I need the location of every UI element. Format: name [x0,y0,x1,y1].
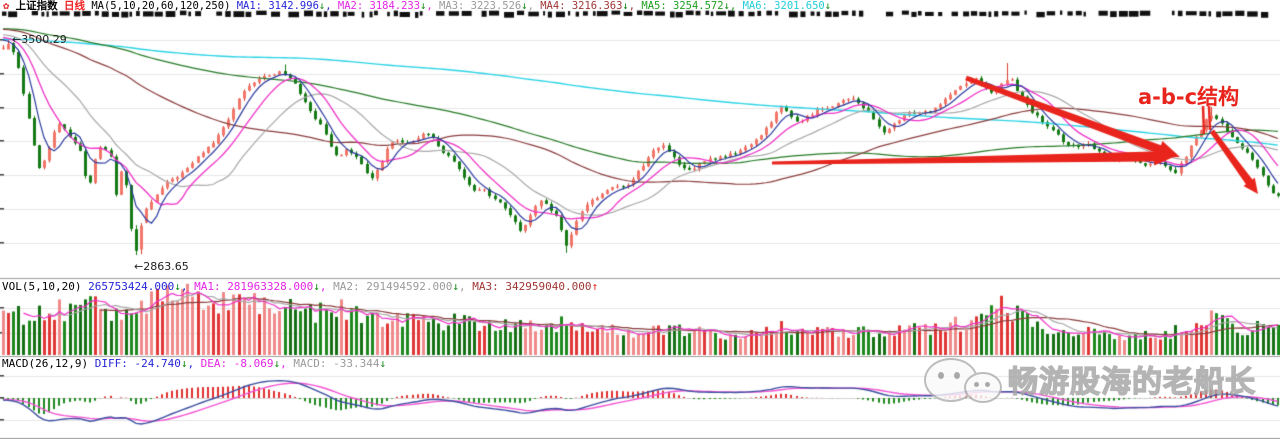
trend-arrow-icon: ↓ [318,0,326,12]
indicator-value: MA3: 342959040.000 [465,280,592,293]
separator: , [729,0,737,12]
period-label[interactable]: 日线 [63,0,85,12]
index-name: 上证指数 [15,0,58,12]
trend-arrow-icon: ↓ [174,280,181,293]
vol-params-label: VOL(5,10,20) [2,280,82,293]
trend-arrow-icon: ↓ [273,357,281,370]
separator: , [426,0,433,12]
indicator-value: MA1: 3142.996 [236,0,319,12]
ma-params-label: MA(5,10,20,60,120,250) [91,0,231,12]
trend-arrow-icon: ↓ [723,0,730,12]
indicator-value: DEA: -8.069 [194,357,274,370]
separator: , [280,357,287,370]
macd-header: MACD(26,12,9) DIFF: -24.740↓, DEA: -8.06… [2,358,386,370]
separator: , [180,280,188,293]
wechat-bubbles-icon [916,356,1008,403]
trend-arrow-icon: ↓ [521,0,528,12]
macd-params-label: MACD(26,12,9) [2,357,89,370]
separator: , [187,357,195,370]
low-price-label: ←2863.65 [134,260,189,273]
indicator-value: MA6: 3201.650 [736,0,825,12]
volume-header: VOL(5,10,20) 265753424.000↓, MA1: 281963… [2,281,598,293]
separator: , [325,0,332,12]
trend-arrow-icon: ↓ [313,280,320,293]
trend-arrow-icon: ↑ [591,280,599,293]
watermark-text: 畅游股海的老船长 [1007,364,1256,400]
indicator-value: DIFF: -24.740 [94,357,181,370]
separator: , [527,0,534,12]
trend-arrow-icon: ↓ [180,357,188,370]
vol-values-group: 265753424.000↓, MA1: 281963328.000↓, MA2… [88,280,598,293]
ma-values-group: MA1: 3142.996↓, MA2: 3184.233↓, MA3: 322… [237,0,831,12]
high-price-label: ←3500.29 [12,33,67,46]
indicator-value: MA5: 3254.572 [635,0,724,12]
indicator-value: MA2: 3184.233 [331,0,421,12]
separator: , [319,280,327,293]
trend-arrow-icon: ↓ [420,0,427,12]
macd-values-group: DIFF: -24.740↓, DEA: -8.069↓, MACD: -33.… [95,357,386,370]
indicator-value: MA4: 3216.363 [533,0,623,12]
trend-arrow-icon: ↓ [452,280,460,293]
indicator-value: MA1: 281963328.000 [187,280,314,293]
indicator-value: 265753424.000 [88,280,175,293]
indicator-value: MACD: -33.344 [286,357,380,370]
app-logo-icon: ✿ [3,0,10,12]
trend-arrow-icon: ↓ [379,357,387,370]
indicator-value: MA2: 291494592.000 [326,280,453,293]
chart-header: ✿ 上证指数 日线 MA(5,10,20,60,120,250) MA1: 31… [3,1,831,12]
separator: , [459,280,466,293]
separator: , [628,0,636,12]
watermark: 畅游股海的老船长 [916,356,1256,403]
trend-arrow-icon: ↓ [622,0,629,12]
trend-arrow-icon: ↓ [824,0,832,12]
abc-structure-annotation: a-b-c结构 [1138,85,1240,109]
indicator-value: MA3: 3223.526 [432,0,522,12]
